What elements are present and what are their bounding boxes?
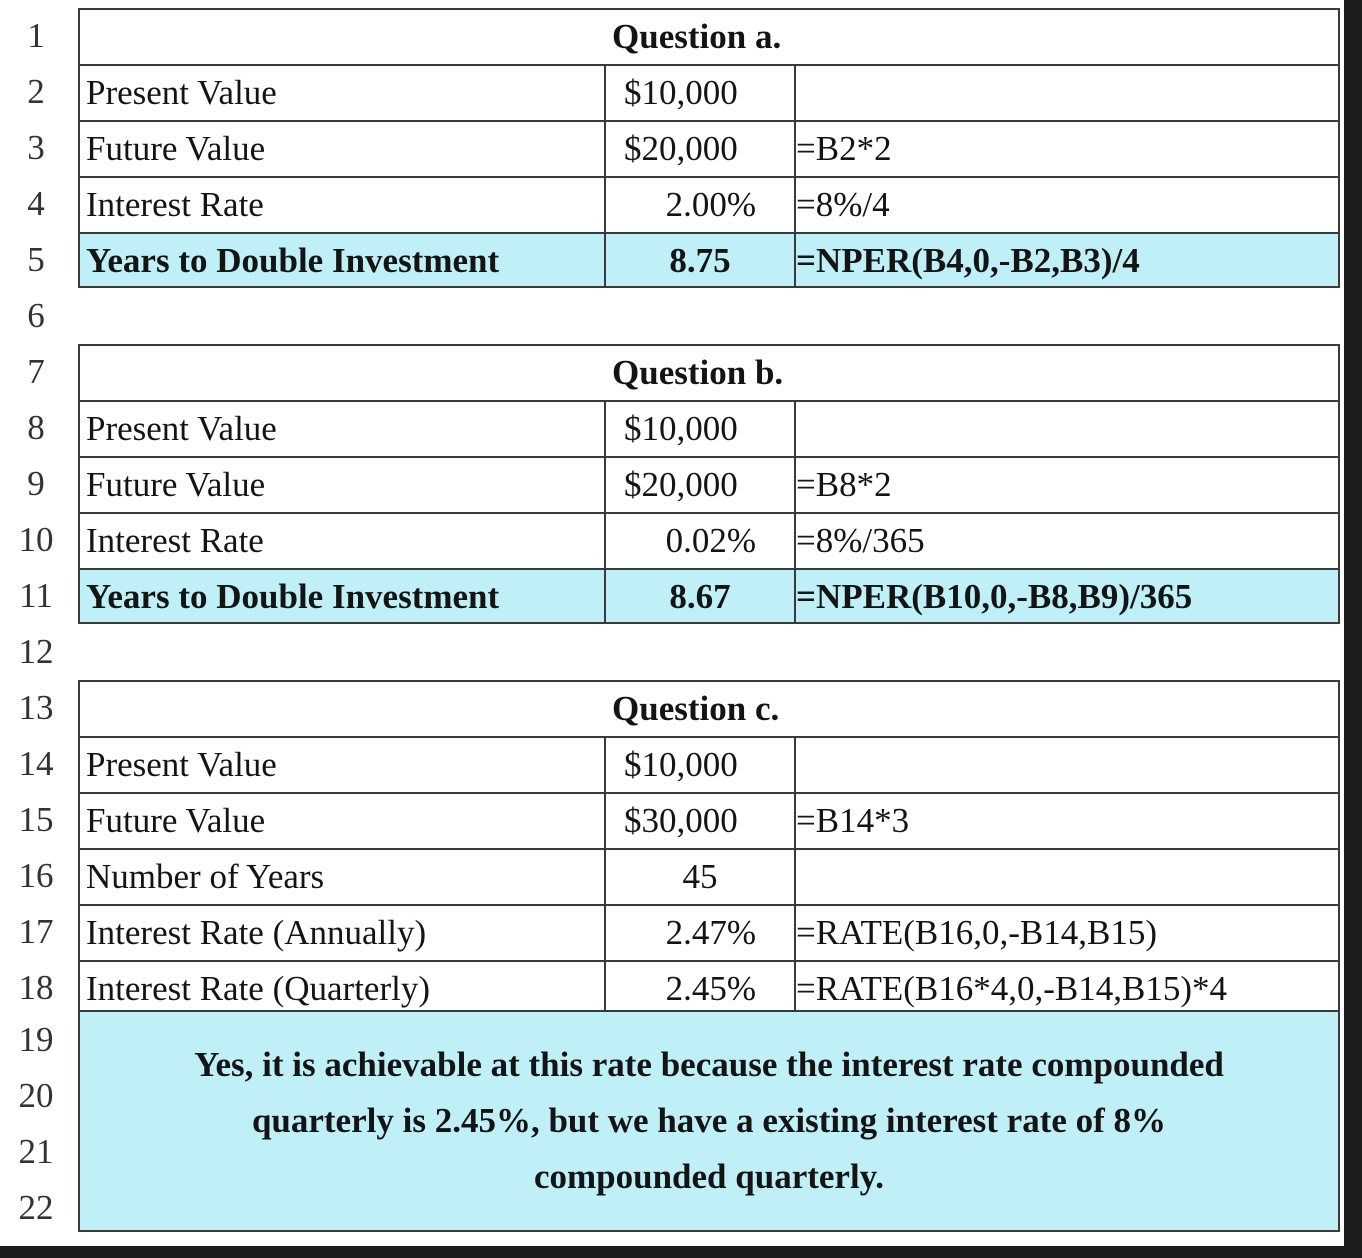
label-cell[interactable]: Number of Years xyxy=(78,848,604,904)
label-cell[interactable]: Present Value xyxy=(78,64,604,120)
row-number: 8 xyxy=(27,408,45,447)
result-value-cell[interactable]: 8.67 xyxy=(604,568,794,624)
sheet-row: 7 Question b. xyxy=(0,344,1344,400)
formula-cell[interactable] xyxy=(794,848,1340,904)
result-formula-cell[interactable]: =NPER(B4,0,-B2,B3)/4 xyxy=(794,232,1340,288)
conclusion-text: Yes, it is achievable at this rate becau… xyxy=(194,1037,1224,1205)
row-number: 11 xyxy=(19,576,53,615)
row-number: 2 xyxy=(27,72,45,111)
sheet-row: 15 Future Value $30,000 =B14*3 xyxy=(0,792,1344,848)
row-number: 10 xyxy=(18,520,54,559)
row-number: 19 xyxy=(18,1020,54,1059)
sheet-row: 10 Interest Rate 0.02% =8%/365 xyxy=(0,512,1344,568)
value-cell[interactable]: 2.00% xyxy=(604,176,794,232)
result-label-cell[interactable]: Years to Double Investment xyxy=(78,232,604,288)
value-cell[interactable]: $10,000 xyxy=(604,736,794,792)
row-number: 1 xyxy=(27,16,45,55)
formula-cell[interactable]: =RATE(B16,0,-B14,B15) xyxy=(794,904,1340,960)
label-cell[interactable]: Future Value xyxy=(78,792,604,848)
section-title-b[interactable]: Question b. xyxy=(78,344,1340,400)
row-number: 22 xyxy=(18,1188,54,1227)
formula-cell[interactable]: =B8*2 xyxy=(794,456,1340,512)
formula-cell[interactable]: =8%/4 xyxy=(794,176,1340,232)
worksheet-grid: 1 Question a. 2 Present Value $10,000 3 … xyxy=(0,0,1344,1246)
formula-cell[interactable] xyxy=(794,736,1340,792)
formula-cell[interactable]: =8%/365 xyxy=(794,512,1340,568)
row-number: 13 xyxy=(18,688,54,727)
row-number: 3 xyxy=(27,128,45,167)
value-cell[interactable]: $20,000 xyxy=(604,120,794,176)
section-title-a[interactable]: Question a. xyxy=(78,8,1340,64)
row-number: 9 xyxy=(27,464,45,503)
row-number: 20 xyxy=(18,1076,54,1115)
sheet-row: 13 Question c. xyxy=(0,680,1344,736)
result-label-cell[interactable]: Years to Double Investment xyxy=(78,568,604,624)
value-cell[interactable]: $20,000 xyxy=(604,456,794,512)
value-cell[interactable]: 45 xyxy=(604,848,794,904)
row-number: 5 xyxy=(27,240,45,279)
formula-cell[interactable] xyxy=(794,64,1340,120)
row-number: 15 xyxy=(18,800,54,839)
sheet-row: 11 Years to Double Investment 8.67 =NPER… xyxy=(0,568,1344,624)
value-cell[interactable]: $10,000 xyxy=(604,400,794,456)
sheet-row: 17 Interest Rate (Annually) 2.47% =RATE(… xyxy=(0,904,1344,960)
label-cell[interactable]: Interest Rate (Quarterly) xyxy=(78,960,604,1016)
conclusion-merged-cell[interactable]: Yes, it is achievable at this rate becau… xyxy=(78,1010,1340,1232)
section-title-c[interactable]: Question c. xyxy=(78,680,1340,736)
conclusion-line: quarterly is 2.45%, but we have a existi… xyxy=(251,1101,1167,1140)
sheet-row: 18 Interest Rate (Quarterly) 2.45% =RATE… xyxy=(0,960,1344,1016)
conclusion-line: compounded quarterly. xyxy=(533,1157,885,1196)
value-cell[interactable]: 2.45% xyxy=(604,960,794,1016)
sheet-row: 4 Interest Rate 2.00% =8%/4 xyxy=(0,176,1344,232)
result-formula-cell[interactable]: =NPER(B10,0,-B8,B9)/365 xyxy=(794,568,1340,624)
sheet-row: 14 Present Value $10,000 xyxy=(0,736,1344,792)
value-cell[interactable]: 0.02% xyxy=(604,512,794,568)
label-cell[interactable]: Future Value xyxy=(78,456,604,512)
row-number: 4 xyxy=(27,184,45,223)
formula-cell[interactable] xyxy=(794,400,1340,456)
sheet-row: 12 xyxy=(0,624,1344,680)
row-number: 14 xyxy=(18,744,54,783)
label-cell[interactable]: Interest Rate xyxy=(78,512,604,568)
sheet-row: 8 Present Value $10,000 xyxy=(0,400,1344,456)
label-cell[interactable]: Interest Rate xyxy=(78,176,604,232)
row-number: 18 xyxy=(18,968,54,1007)
sheet-row: 3 Future Value $20,000 =B2*2 xyxy=(0,120,1344,176)
table-bottom-border xyxy=(78,622,1340,624)
label-cell[interactable]: Interest Rate (Annually) xyxy=(78,904,604,960)
value-cell[interactable]: $30,000 xyxy=(604,792,794,848)
row-number: 17 xyxy=(18,912,54,951)
value-cell[interactable]: $10,000 xyxy=(604,64,794,120)
formula-cell[interactable]: =RATE(B16*4,0,-B14,B15)*4 xyxy=(794,960,1340,1016)
value-cell[interactable]: 2.47% xyxy=(604,904,794,960)
row-number: 6 xyxy=(27,296,45,335)
label-cell[interactable]: Future Value xyxy=(78,120,604,176)
sheet-row: 9 Future Value $20,000 =B8*2 xyxy=(0,456,1344,512)
row-number: 21 xyxy=(18,1132,54,1171)
sheet-row: 2 Present Value $10,000 xyxy=(0,64,1344,120)
row-number: 16 xyxy=(18,856,54,895)
conclusion-line: Yes, it is achievable at this rate becau… xyxy=(194,1045,1224,1084)
label-cell[interactable]: Present Value xyxy=(78,736,604,792)
sheet-row: 6 xyxy=(0,288,1344,344)
sheet-row: 1 Question a. xyxy=(0,8,1344,64)
table-bottom-border xyxy=(78,286,1340,288)
row-number: 12 xyxy=(18,632,54,671)
row-number: 7 xyxy=(27,352,45,391)
formula-cell[interactable]: =B14*3 xyxy=(794,792,1340,848)
label-cell[interactable]: Present Value xyxy=(78,400,604,456)
result-value-cell[interactable]: 8.75 xyxy=(604,232,794,288)
sheet-row: 16 Number of Years 45 xyxy=(0,848,1344,904)
formula-cell[interactable]: =B2*2 xyxy=(794,120,1340,176)
sheet-row: 5 Years to Double Investment 8.75 =NPER(… xyxy=(0,232,1344,288)
